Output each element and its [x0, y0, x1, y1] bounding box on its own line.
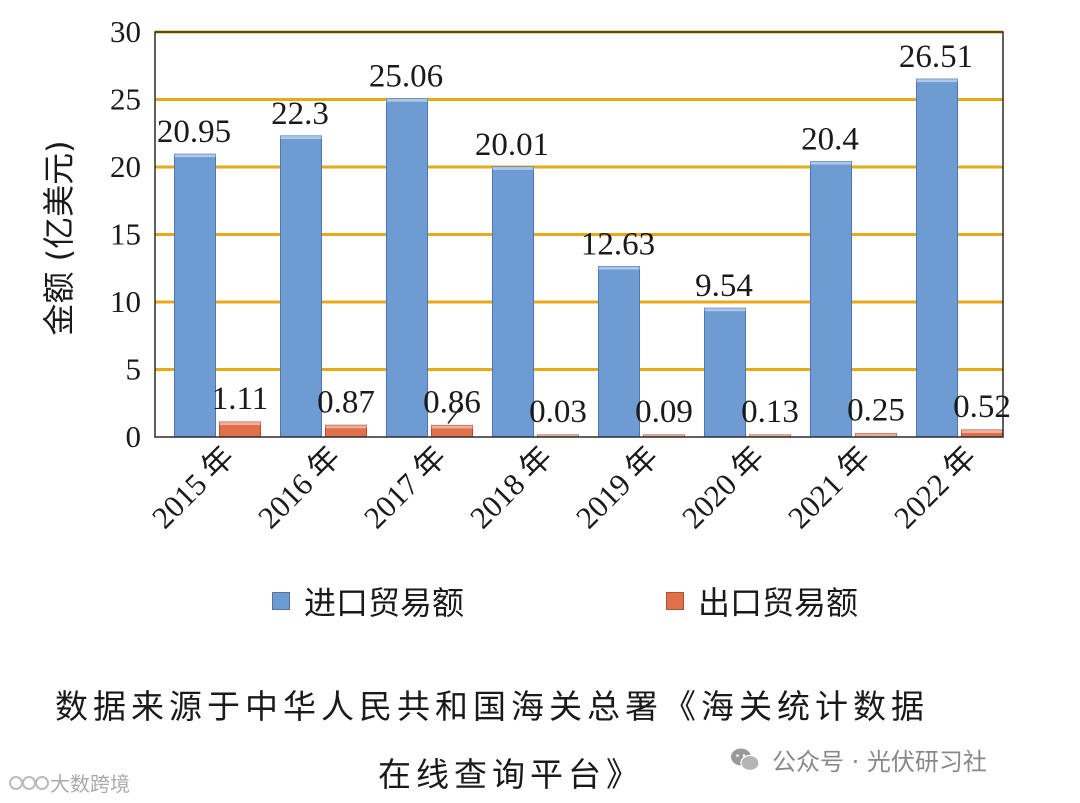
import-bar	[598, 265, 640, 438]
export-data-label: 0.52	[953, 389, 1011, 425]
y-tick-label: 25	[110, 82, 141, 117]
import-data-label: 12.63	[581, 226, 655, 262]
import-bar-highlight	[174, 154, 216, 158]
import-data-label: 9.54	[695, 268, 753, 304]
import-bar	[174, 153, 216, 438]
wechat-icon	[731, 748, 760, 771]
import-bar-highlight	[386, 98, 428, 102]
export-bar-highlight	[643, 435, 685, 437]
x-tick-label: 2015 年	[145, 439, 241, 535]
x-tick-label: 2019 年	[569, 439, 665, 535]
export-bar-highlight	[537, 435, 579, 437]
legend-item-export: 出口贸易额	[666, 578, 858, 624]
bar-chart: 0 5 10 15 20 25 30 20.95 22.3 25.06 20.01 12.63 9.54…	[40, 14, 1011, 535]
import-bar	[386, 98, 428, 438]
leader-line	[447, 404, 463, 424]
x-tick-label: 2021 年	[781, 439, 877, 535]
export-data-label: 0.03	[529, 394, 587, 430]
axes	[154, 31, 1004, 438]
plot-frame	[154, 31, 1004, 438]
export-data-label: 0.87	[317, 384, 375, 420]
y-tick-label: 15	[110, 217, 141, 252]
export-data-label: 0.13	[741, 394, 799, 430]
export-bar-highlight	[219, 422, 261, 426]
legend-swatch-import	[272, 592, 290, 610]
export-bar-highlight	[961, 429, 1003, 433]
import-bar-highlight	[280, 135, 322, 139]
import-bar	[916, 78, 958, 438]
export-data-label: 0.09	[635, 394, 693, 430]
watermark-text-right: 公众号 · 光伏研习社	[772, 748, 987, 776]
export-data-label: 0.86	[423, 384, 481, 420]
export-bar-highlight	[749, 435, 791, 437]
export-bar-highlight	[431, 425, 473, 429]
x-tick-label: 2016 年	[251, 439, 347, 535]
y-tick-label: 10	[110, 284, 141, 319]
import-bar	[492, 166, 534, 438]
legend-label-import: 进口贸易额	[304, 584, 465, 622]
import-bar	[704, 307, 746, 438]
x-tick-label: 2017 年	[357, 439, 453, 535]
watermark-brand: 大数跨境	[8, 768, 130, 797]
import-data-label: 20.01	[475, 127, 549, 163]
y-tick-label: 30	[110, 14, 141, 49]
caption-line-1: 数据来源于中华人民共和国海关总署《海关统计数据	[55, 687, 929, 726]
import-bar	[810, 161, 852, 438]
y-tick-label: 5	[126, 352, 142, 387]
legend-label-export: 出口贸易额	[698, 584, 859, 622]
export-data-label: 0.25	[847, 393, 905, 429]
export-bar-highlight	[325, 425, 367, 429]
brand-logo-icon	[9, 775, 49, 790]
y-tick-label: 20	[110, 149, 141, 184]
import-bar-highlight	[598, 266, 640, 270]
import-bar-highlight	[810, 161, 852, 165]
x-tick-label: 2020 年	[675, 439, 771, 535]
watermark-wechat: 公众号 · 光伏研习社	[730, 742, 987, 777]
x-tick-label: 2022 年	[887, 439, 983, 535]
import-bar	[280, 135, 322, 438]
caption-line-2: 在线查询平台》	[378, 755, 644, 794]
y-tick-label: 0	[126, 419, 142, 454]
import-data-label: 26.51	[899, 39, 973, 75]
export-bar-highlight	[855, 433, 897, 437]
legend-item-import: 进口贸易额	[272, 578, 464, 624]
import-data-label: 22.3	[271, 96, 329, 132]
import-data-label: 25.06	[369, 59, 443, 95]
labels: 0 5 10 15 20 25 30 20.95 22.3 25.06 20.01 12.63 9.54…	[110, 14, 1011, 535]
legend: 进口贸易额 出口贸易额	[0, 578, 1080, 622]
x-tick-label: 2018 年	[463, 439, 559, 535]
import-bar-highlight	[492, 166, 534, 170]
import-bar-highlight	[704, 308, 746, 312]
import-data-label: 20.4	[801, 122, 859, 158]
legend-swatch-export	[666, 592, 684, 610]
import-data-label: 20.95	[157, 114, 231, 150]
y-axis-title: 金额 (亿美元)	[40, 140, 78, 335]
export-data-label: 1.11	[212, 381, 269, 417]
bars	[174, 78, 1003, 438]
watermark-text-left: 大数跨境	[50, 772, 130, 796]
import-bar-highlight	[916, 79, 958, 83]
